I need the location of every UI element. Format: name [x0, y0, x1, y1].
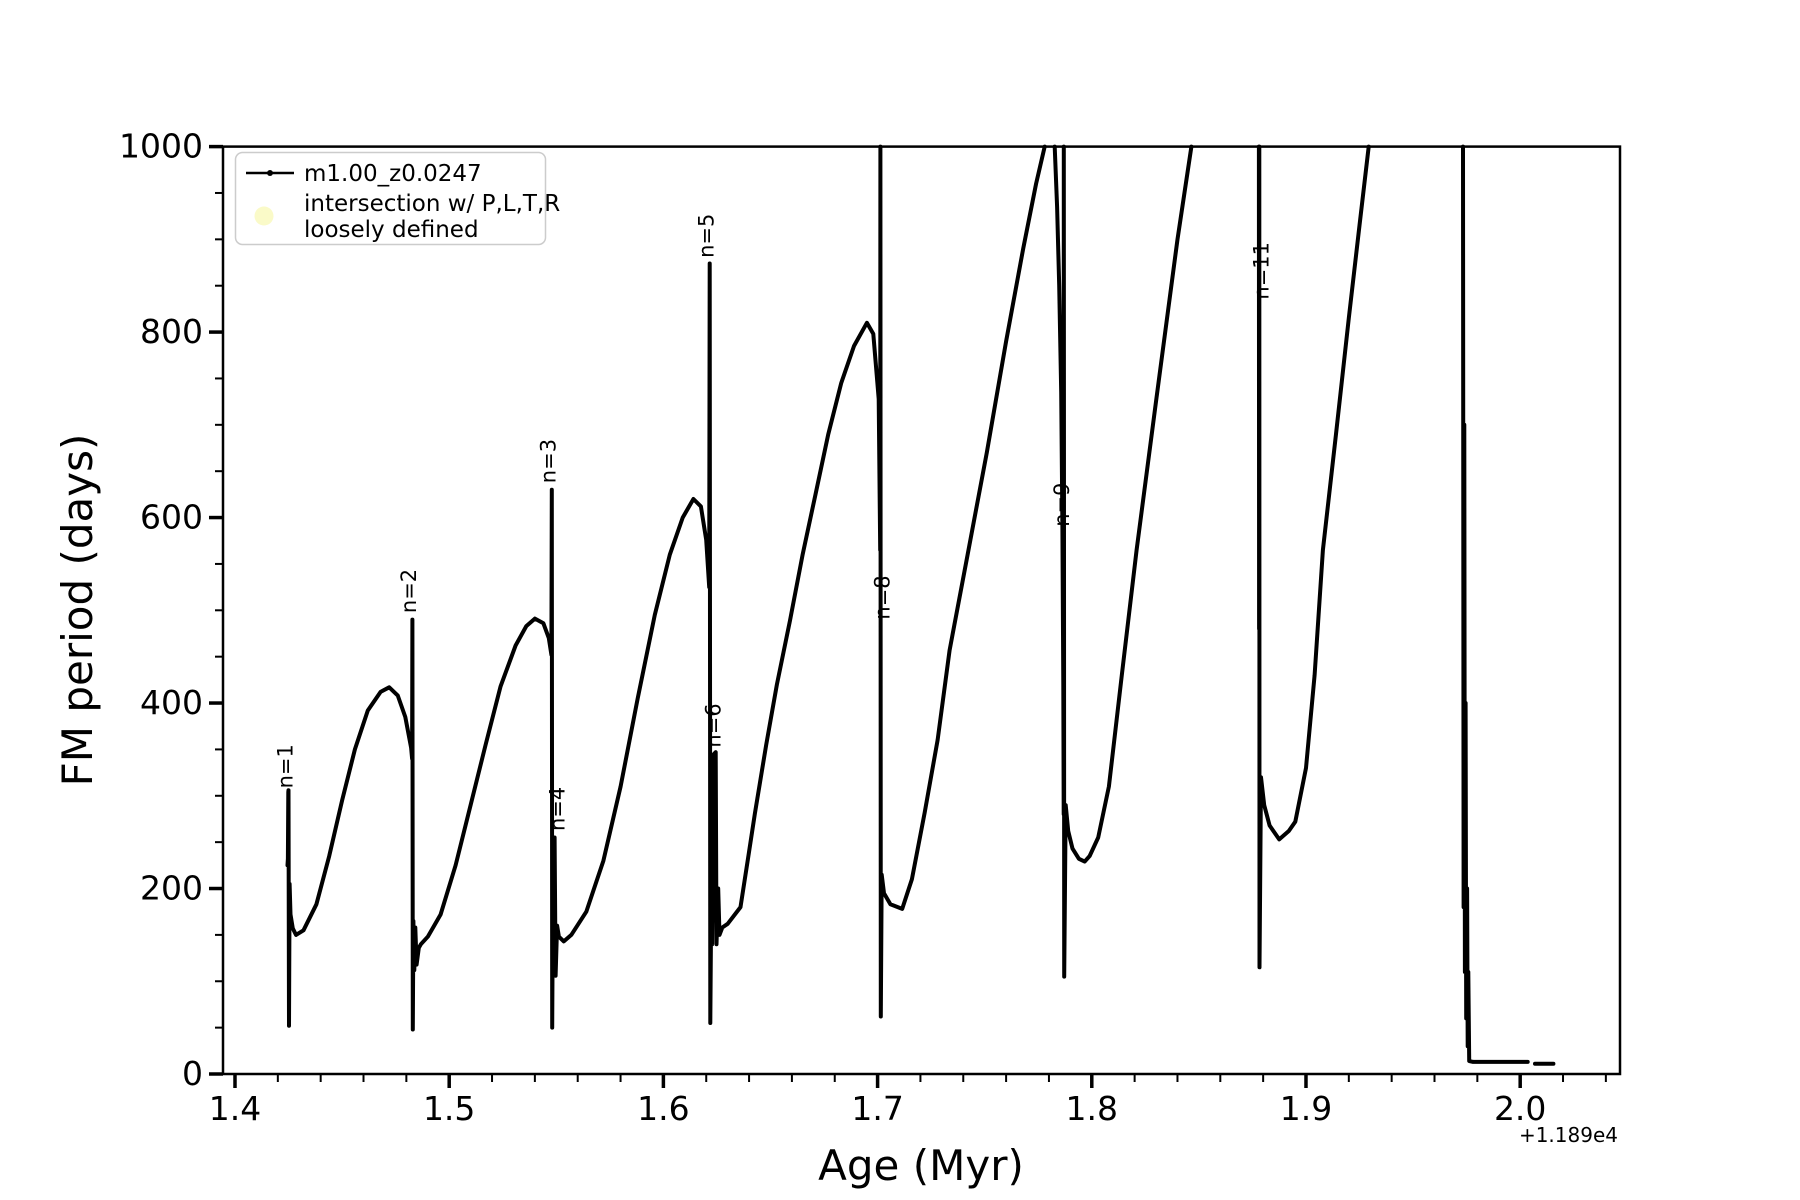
annotation-n=2: n=2: [397, 569, 421, 613]
series-line-m1.00_z0.0247: [1256, 144, 1371, 970]
y-tick-label: 400: [140, 683, 203, 722]
axes-frame: [221, 145, 1622, 1076]
y-axis-title: FM period (days): [53, 434, 102, 787]
annotation-n=1: n=1: [273, 744, 297, 788]
y-tick-label: 1000: [119, 127, 203, 166]
legend-box: [234, 151, 547, 246]
annotation-n=6: n=6: [701, 703, 725, 747]
y-tick-label: 800: [140, 312, 203, 351]
x-tick-label: 1.5: [423, 1089, 475, 1128]
series-line-m1.00_z0.0247: [285, 144, 1047, 1032]
plot-generated-content: 1.4 1.5 1.6 1.7 1.8 1.9 2.0 0 200 400 600 800 1000 n=…: [119, 127, 1622, 1128]
legend-intersection-marker-icon: [254, 206, 274, 226]
legend-entry-intersection-label-line1: intersection w/ P,L,T,R: [304, 191, 560, 217]
x-tick-label: 1.6: [637, 1089, 689, 1128]
annotation-n=3: n=3: [537, 439, 561, 483]
annotation-n=8: n=8: [870, 575, 894, 619]
legend-entry-model-label: m1.00_z0.0247: [304, 161, 482, 187]
y-tick-label: 600: [140, 498, 203, 537]
x-tick-label: 1.9: [1280, 1089, 1332, 1128]
x-tick-label: 2.0: [1494, 1089, 1546, 1128]
x-tick-label: 1.4: [209, 1089, 261, 1128]
x-tick-label: 1.8: [1066, 1089, 1118, 1128]
x-axis-title: Age (Myr): [818, 1141, 1024, 1190]
legend: m1.00_z0.0247 intersection w/ P,L,T,R lo…: [234, 151, 560, 246]
annotation-n=11: n=11: [1250, 242, 1274, 300]
x-tick-label: 1.7: [851, 1089, 903, 1128]
annotation-n=9: n=9: [1050, 483, 1074, 527]
legend-line-marker-dot-icon: [267, 170, 273, 176]
legend-entry-intersection-label-line2: loosely defined: [304, 217, 479, 243]
series-line-m1.00_z0.0247: [1052, 144, 1194, 979]
y-tick-label: 0: [182, 1054, 203, 1093]
annotation-n=5: n=5: [695, 214, 719, 258]
series-line-m1.00_z0.0247: [1461, 144, 1530, 1064]
annotation-n=4: n=4: [545, 787, 569, 831]
x-axis-offset-label: +1.189e4: [1519, 1123, 1618, 1147]
y-tick-label: 200: [140, 869, 203, 908]
